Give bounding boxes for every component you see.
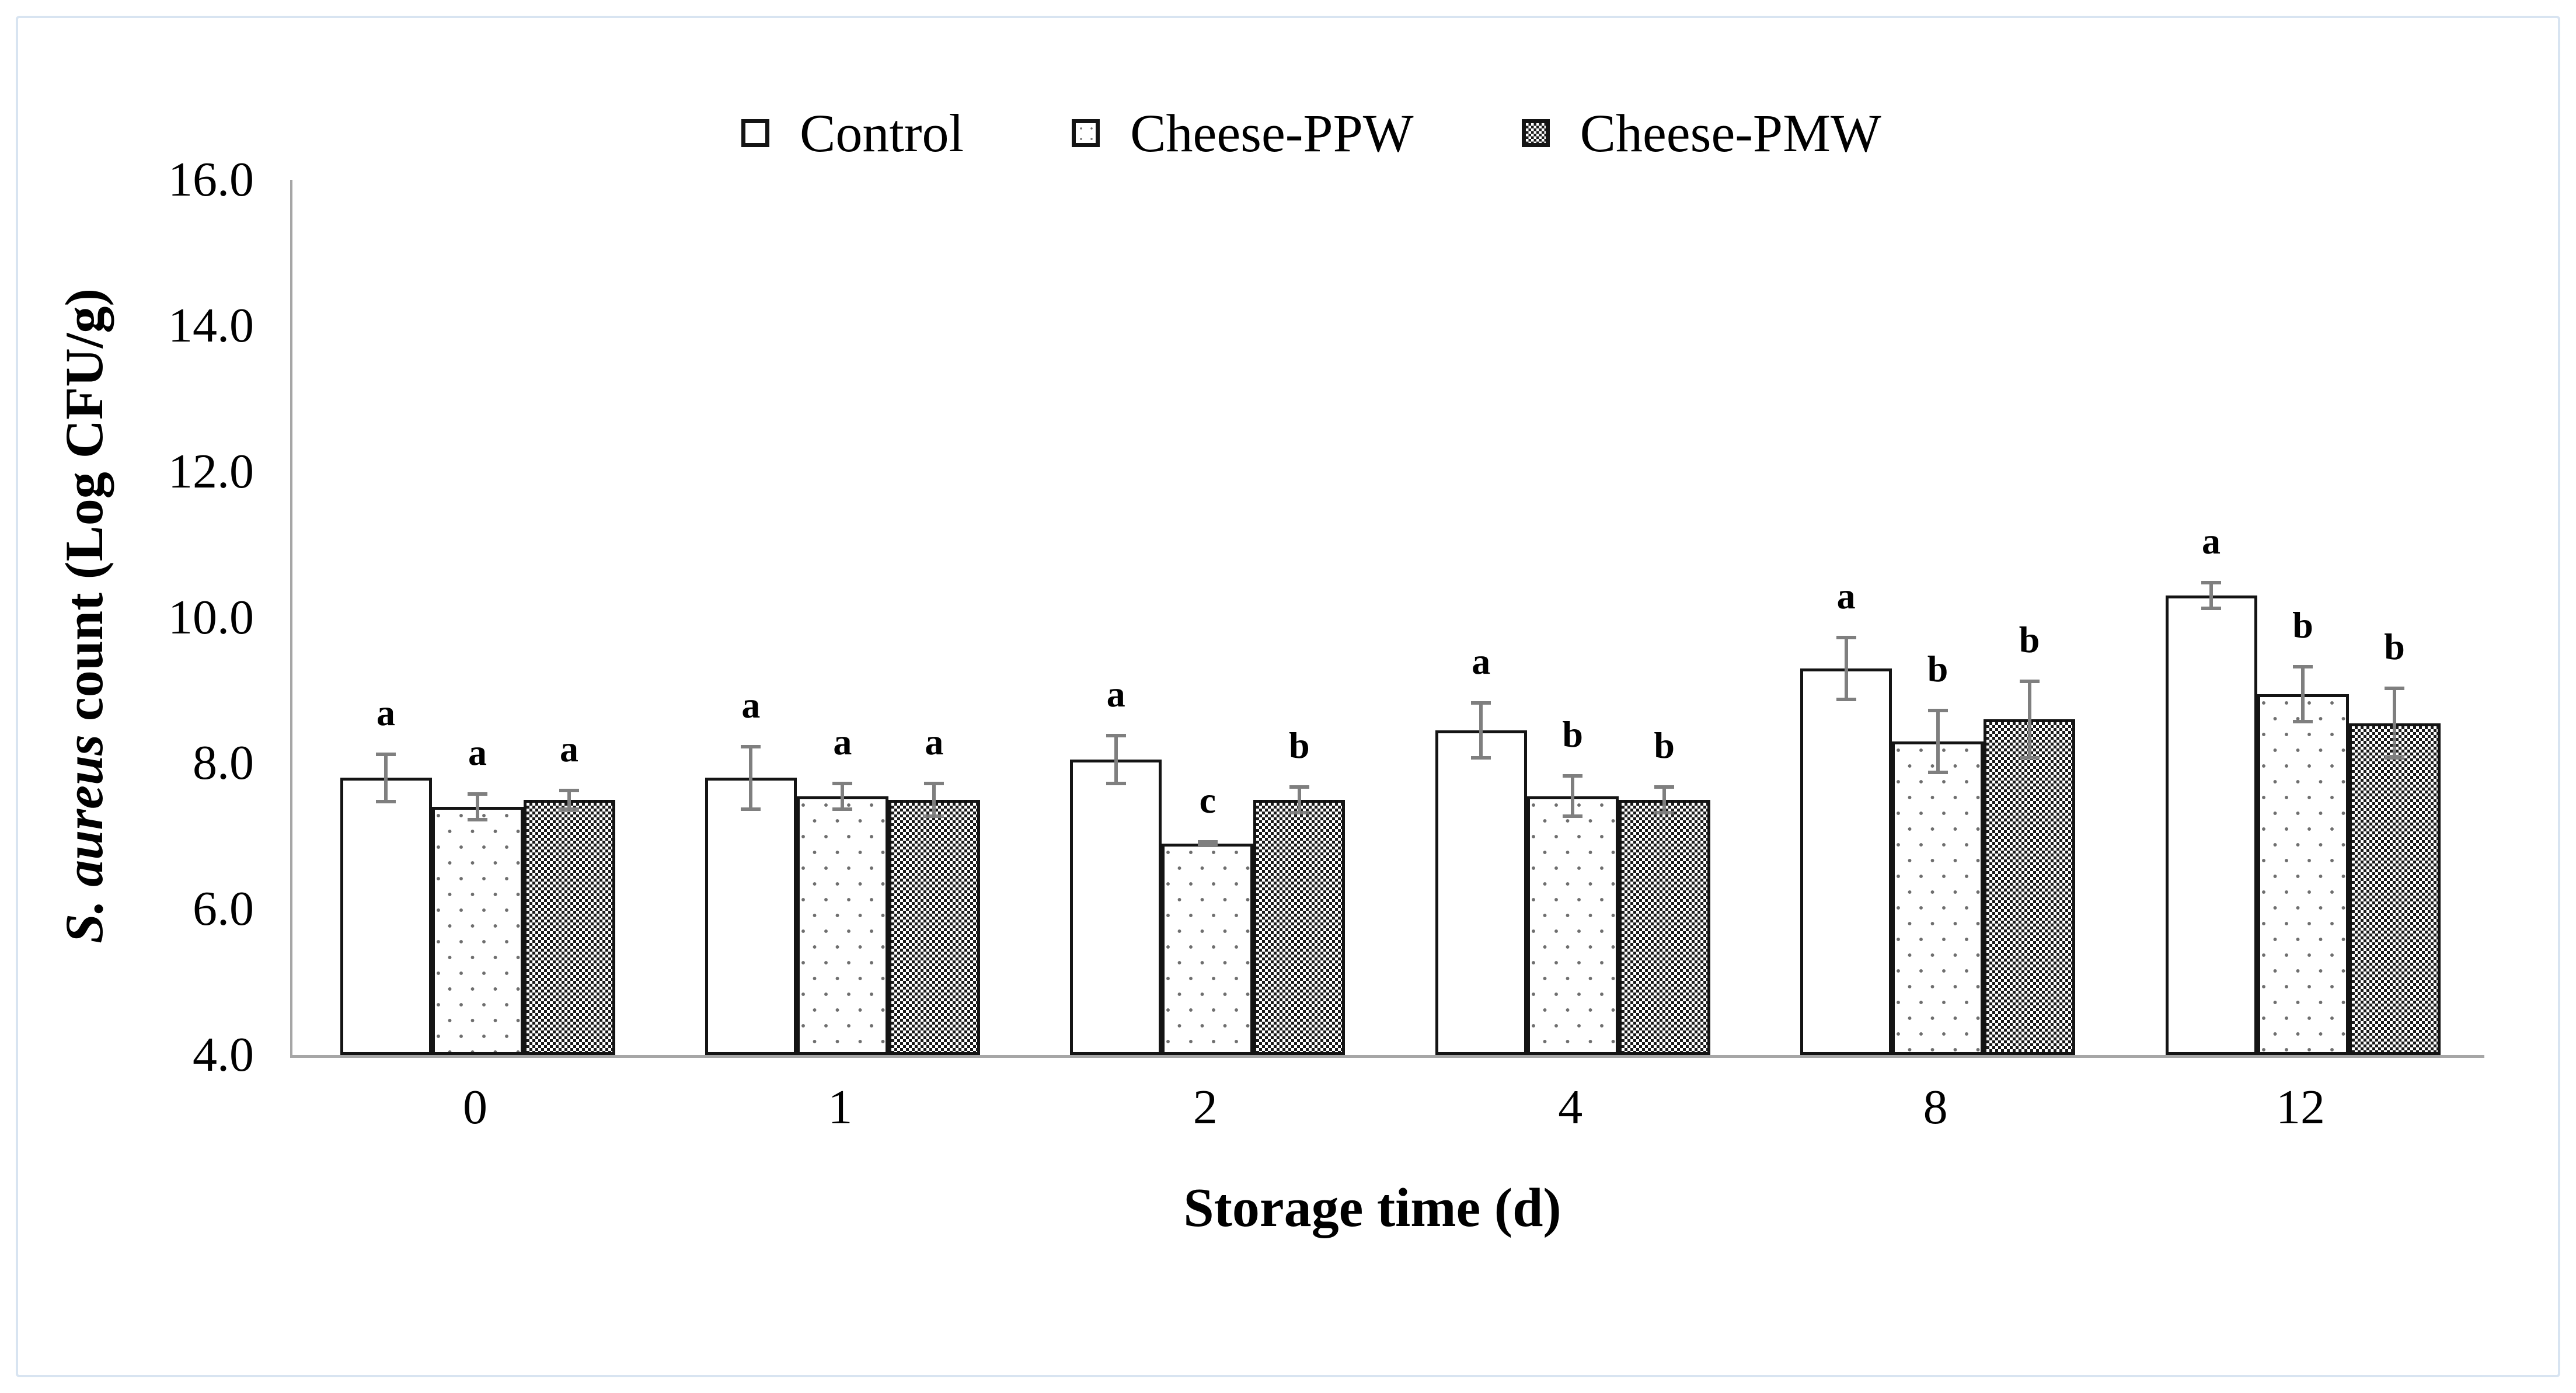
bar-control-day4 [1435, 730, 1527, 1055]
bar-cheese-ppw-day0 [431, 807, 524, 1055]
error-bar-cheese-pmw-day0 [559, 789, 579, 811]
bar-cheese-pmw-day8 [1984, 719, 2076, 1055]
sig-letter-control-day2: a [1106, 673, 1125, 715]
error-bar-cheese-ppw-day2 [1197, 840, 1218, 848]
y-tick-label: 6.0 [193, 882, 254, 936]
sig-letter-control-day12: a [2202, 520, 2221, 562]
error-bar-stem [384, 755, 388, 800]
error-bar-control-day8 [1836, 635, 1856, 702]
sig-letter-cheese-ppw-day2: c [1199, 779, 1216, 821]
y-axis-title-rest: count (Log CFU/g) [54, 288, 114, 735]
error-bar-stem [1936, 712, 1940, 771]
sig-letter-cheese-pmw-day0: a [560, 728, 578, 770]
bar-control-day8 [1800, 668, 1892, 1055]
legend-swatch-checker [1521, 119, 1550, 147]
error-bar-stem [1114, 737, 1118, 782]
sig-letter-cheese-pmw-day1: a [925, 720, 944, 762]
sig-letter-control-day0: a [377, 691, 395, 733]
error-bar-cheese-pmw-day2 [1289, 785, 1309, 814]
error-bar-control-day0 [376, 752, 396, 804]
legend: Control Cheese-PPW Cheese-PMW [741, 98, 1881, 168]
sig-letter-cheese-pmw-day4: b [1654, 724, 1675, 766]
bar-cheese-pmw-day2 [1253, 799, 1345, 1055]
x-tick-label-8: 8 [1923, 1080, 1948, 1134]
error-bar-stem [1571, 778, 1575, 815]
bar-cheese-pmw-day4 [1618, 799, 1710, 1055]
bar-control-day2 [1070, 760, 1162, 1055]
error-bar-control-day12 [2201, 581, 2221, 611]
y-tick-label: 8.0 [193, 736, 254, 790]
sig-letter-cheese-ppw-day1: a [833, 720, 852, 762]
bar-cheese-ppw-day8 [1892, 741, 1984, 1055]
y-tick-label: 14.0 [168, 298, 254, 353]
x-tick-label-0: 0 [463, 1080, 487, 1134]
legend-label: Cheese-PMW [1580, 103, 1881, 163]
x-tick-label-12: 12 [2276, 1080, 2325, 1134]
error-bar-cheese-pmw-day1 [924, 781, 944, 819]
error-bar-cheese-pmw-day12 [2385, 687, 2404, 760]
bar-cheese-ppw-day12 [2257, 694, 2349, 1055]
legend-swatch-plain [741, 119, 769, 147]
error-bar-cheese-ppw-day8 [1927, 708, 1948, 775]
sig-letter-cheese-ppw-day4: b [1562, 713, 1583, 755]
legend-item-cheese-pmw: Cheese-PMW [1521, 103, 1881, 163]
sig-letter-cheese-pmw-day2: b [1289, 724, 1310, 766]
y-tick-label: 16.0 [168, 152, 254, 207]
error-bar-cheese-ppw-day4 [1563, 774, 1583, 819]
sig-letter-cheese-ppw-day0: a [468, 732, 487, 774]
error-bar-cheese-ppw-day0 [468, 792, 487, 822]
error-bar-cheese-pmw-day8 [2019, 679, 2040, 760]
error-bar-cheese-ppw-day1 [832, 781, 853, 811]
legend-swatch-dots [1072, 119, 1100, 147]
error-bar-stem [749, 748, 753, 807]
error-bar-stem [567, 792, 571, 807]
error-bar-stem [1297, 788, 1301, 811]
sig-letter-cheese-ppw-day8: b [1927, 647, 1948, 689]
legend-label: Control [800, 103, 964, 163]
x-axis-title: Storage time (d) [1183, 1178, 1561, 1238]
plot-area: a a a a a a a c b a b b a b b a b b [290, 180, 2484, 1058]
sig-letter-control-day8: a [1836, 574, 1856, 617]
x-tick-label-1: 1 [828, 1080, 853, 1134]
y-tick-label: 12.0 [168, 444, 254, 499]
error-bar-stem [841, 785, 845, 807]
bar-cheese-ppw-day2 [1162, 843, 1254, 1055]
error-bar-stem [1844, 639, 1848, 698]
error-bar-stem [2301, 668, 2305, 720]
error-bar-stem [476, 796, 479, 819]
y-tick-label: 10.0 [168, 590, 254, 645]
legend-item-control: Control [741, 106, 964, 160]
error-bar-control-day4 [1471, 701, 1491, 760]
error-bar-stem [932, 785, 936, 815]
error-bar-control-day1 [741, 745, 761, 811]
y-tick-label: 4.0 [193, 1028, 254, 1082]
legend-label: Cheese-PPW [1130, 103, 1414, 163]
error-bar-stem [2027, 682, 2031, 757]
error-bar-stem [1662, 788, 1667, 811]
legend-item-cheese-ppw: Cheese-PPW [1072, 103, 1414, 163]
bar-cheese-pmw-day1 [888, 799, 980, 1055]
sig-letter-cheese-pmw-day8: b [2019, 618, 2040, 660]
error-bar-stem [2393, 690, 2396, 757]
x-tick-label-2: 2 [1193, 1080, 1218, 1134]
bar-cheese-ppw-day4 [1526, 796, 1619, 1055]
sig-letter-control-day4: a [1472, 640, 1491, 682]
bar-control-day0 [340, 778, 432, 1055]
bar-control-day12 [2165, 595, 2257, 1055]
bar-control-day1 [705, 778, 797, 1055]
x-tick-label-4: 4 [1558, 1080, 1583, 1134]
sig-letter-cheese-ppw-day12: b [2292, 604, 2313, 646]
error-bar-cheese-pmw-day4 [1654, 785, 1675, 814]
error-bar-cheese-ppw-day12 [2293, 664, 2313, 723]
bar-cheese-pmw-day0 [523, 799, 615, 1055]
sig-letter-control-day1: a [741, 684, 761, 726]
bar-cheese-pmw-day12 [2348, 723, 2441, 1055]
error-bar-stem [2209, 584, 2213, 607]
bar-cheese-ppw-day1 [796, 796, 888, 1055]
sig-letter-cheese-pmw-day12: b [2384, 626, 2405, 668]
error-bar-stem [1479, 705, 1483, 757]
error-bar-control-day2 [1106, 734, 1126, 785]
